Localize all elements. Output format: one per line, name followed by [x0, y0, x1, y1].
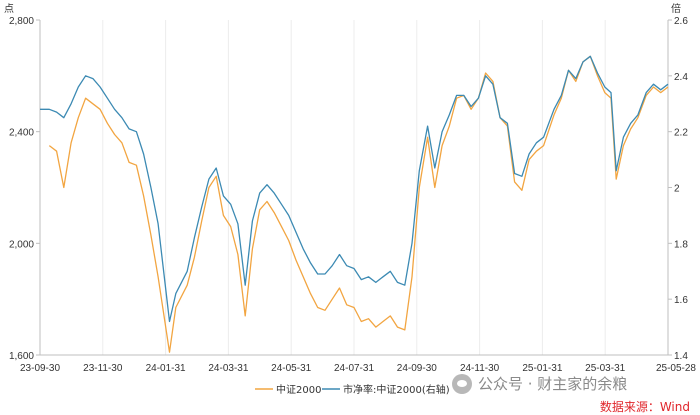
- legend-item-csi2000-label: 中证2000: [276, 383, 321, 396]
- wechat-logo-icon: [452, 373, 472, 394]
- right-tick-label: 2.6: [674, 16, 688, 27]
- watermark: 公众号 · 财主家的余粮: [452, 373, 627, 394]
- x-tick-label: 23-09-30: [20, 363, 60, 374]
- legend-item-pb-ratio-label: 市净率:中证2000(右轴): [343, 383, 450, 396]
- chart-grid: [102, 20, 606, 355]
- series-line-pb-ratio: [40, 55, 669, 323]
- legend: 中证2000 市净率:中证2000(右轴): [255, 383, 450, 396]
- left-tick-label: 2,000: [9, 239, 34, 250]
- x-axis-ticks: 23-09-30 23-11-30 24-01-31 24-03-31 24-05-31…: [20, 363, 696, 374]
- right-axis-ticks: 2.6 2.4 2.2 2 1.8 1.6 1.4: [668, 16, 688, 362]
- x-tick-label: 25-03-31: [585, 363, 625, 374]
- right-tick-label: 2.2: [674, 128, 688, 139]
- chart-series: [40, 55, 669, 353]
- left-axis-unit: 点: [4, 3, 14, 15]
- right-tick-label: 1.6: [674, 295, 688, 306]
- x-tick-label: 24-11-30: [460, 363, 500, 374]
- x-tick-label: 25-05-28: [656, 363, 696, 374]
- watermark-text: 公众号 · 财主家的余粮: [478, 375, 628, 393]
- left-tick-label: 1,600: [9, 351, 34, 362]
- right-tick-label: 2: [674, 184, 680, 195]
- x-tick-label: 24-09-30: [397, 363, 437, 374]
- left-tick-label: 2,800: [9, 16, 34, 27]
- left-axis-ticks: 2,800 2,400 2,000 1,600: [9, 16, 40, 362]
- x-tick-label: 24-07-31: [334, 363, 374, 374]
- right-tick-label: 1.4: [674, 351, 688, 362]
- x-tick-label: 23-11-30: [83, 363, 123, 374]
- x-tick-label: 25-01-31: [522, 363, 562, 374]
- right-tick-label: 1.8: [674, 239, 688, 250]
- left-tick-label: 2,400: [9, 128, 34, 139]
- source-note: 数据来源：Wind: [599, 400, 690, 414]
- right-axis-unit: 倍: [671, 2, 681, 15]
- x-tick-label: 24-01-31: [146, 363, 186, 374]
- right-tick-label: 2.4: [674, 72, 688, 83]
- x-tick-label: 24-03-31: [208, 363, 248, 374]
- series-line-csi2000: [48, 55, 669, 353]
- x-tick-label: 24-05-31: [271, 363, 311, 374]
